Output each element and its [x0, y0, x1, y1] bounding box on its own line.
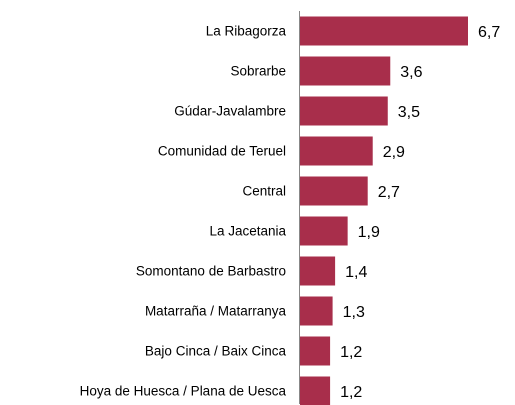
category-label: Comunidad de Teruel	[158, 144, 286, 159]
bar	[300, 216, 348, 246]
value-label: 1,3	[343, 304, 365, 321]
bar	[300, 16, 468, 46]
value-label: 3,6	[400, 64, 422, 81]
bar	[300, 176, 368, 206]
category-label: Sobrarbe	[230, 64, 286, 79]
bar	[300, 96, 388, 126]
bar	[300, 136, 373, 166]
value-label: 6,7	[478, 24, 500, 41]
value-label: 2,7	[378, 184, 400, 201]
value-label: 1,2	[340, 384, 362, 401]
category-label: Central	[242, 184, 286, 199]
value-label: 1,9	[358, 224, 380, 241]
category-label: Somontano de Barbastro	[136, 264, 286, 279]
value-label: 2,9	[383, 144, 405, 161]
category-label: Hoya de Huesca / Plana de Uesca	[80, 384, 287, 399]
category-label: La Jacetania	[209, 224, 286, 239]
value-label: 1,4	[345, 264, 367, 281]
category-label: Gúdar-Javalambre	[174, 104, 286, 119]
value-label: 1,2	[340, 344, 362, 361]
bar	[300, 256, 336, 286]
bar	[300, 376, 331, 405]
category-label: Bajo Cinca / Baix Cinca	[145, 344, 287, 359]
value-label: 3,5	[398, 104, 420, 121]
bar	[300, 336, 331, 366]
category-label: La Ribagorza	[206, 24, 287, 39]
category-label: Matarraña / Matarranya	[145, 304, 287, 319]
bar	[300, 296, 333, 326]
bar	[300, 56, 391, 86]
